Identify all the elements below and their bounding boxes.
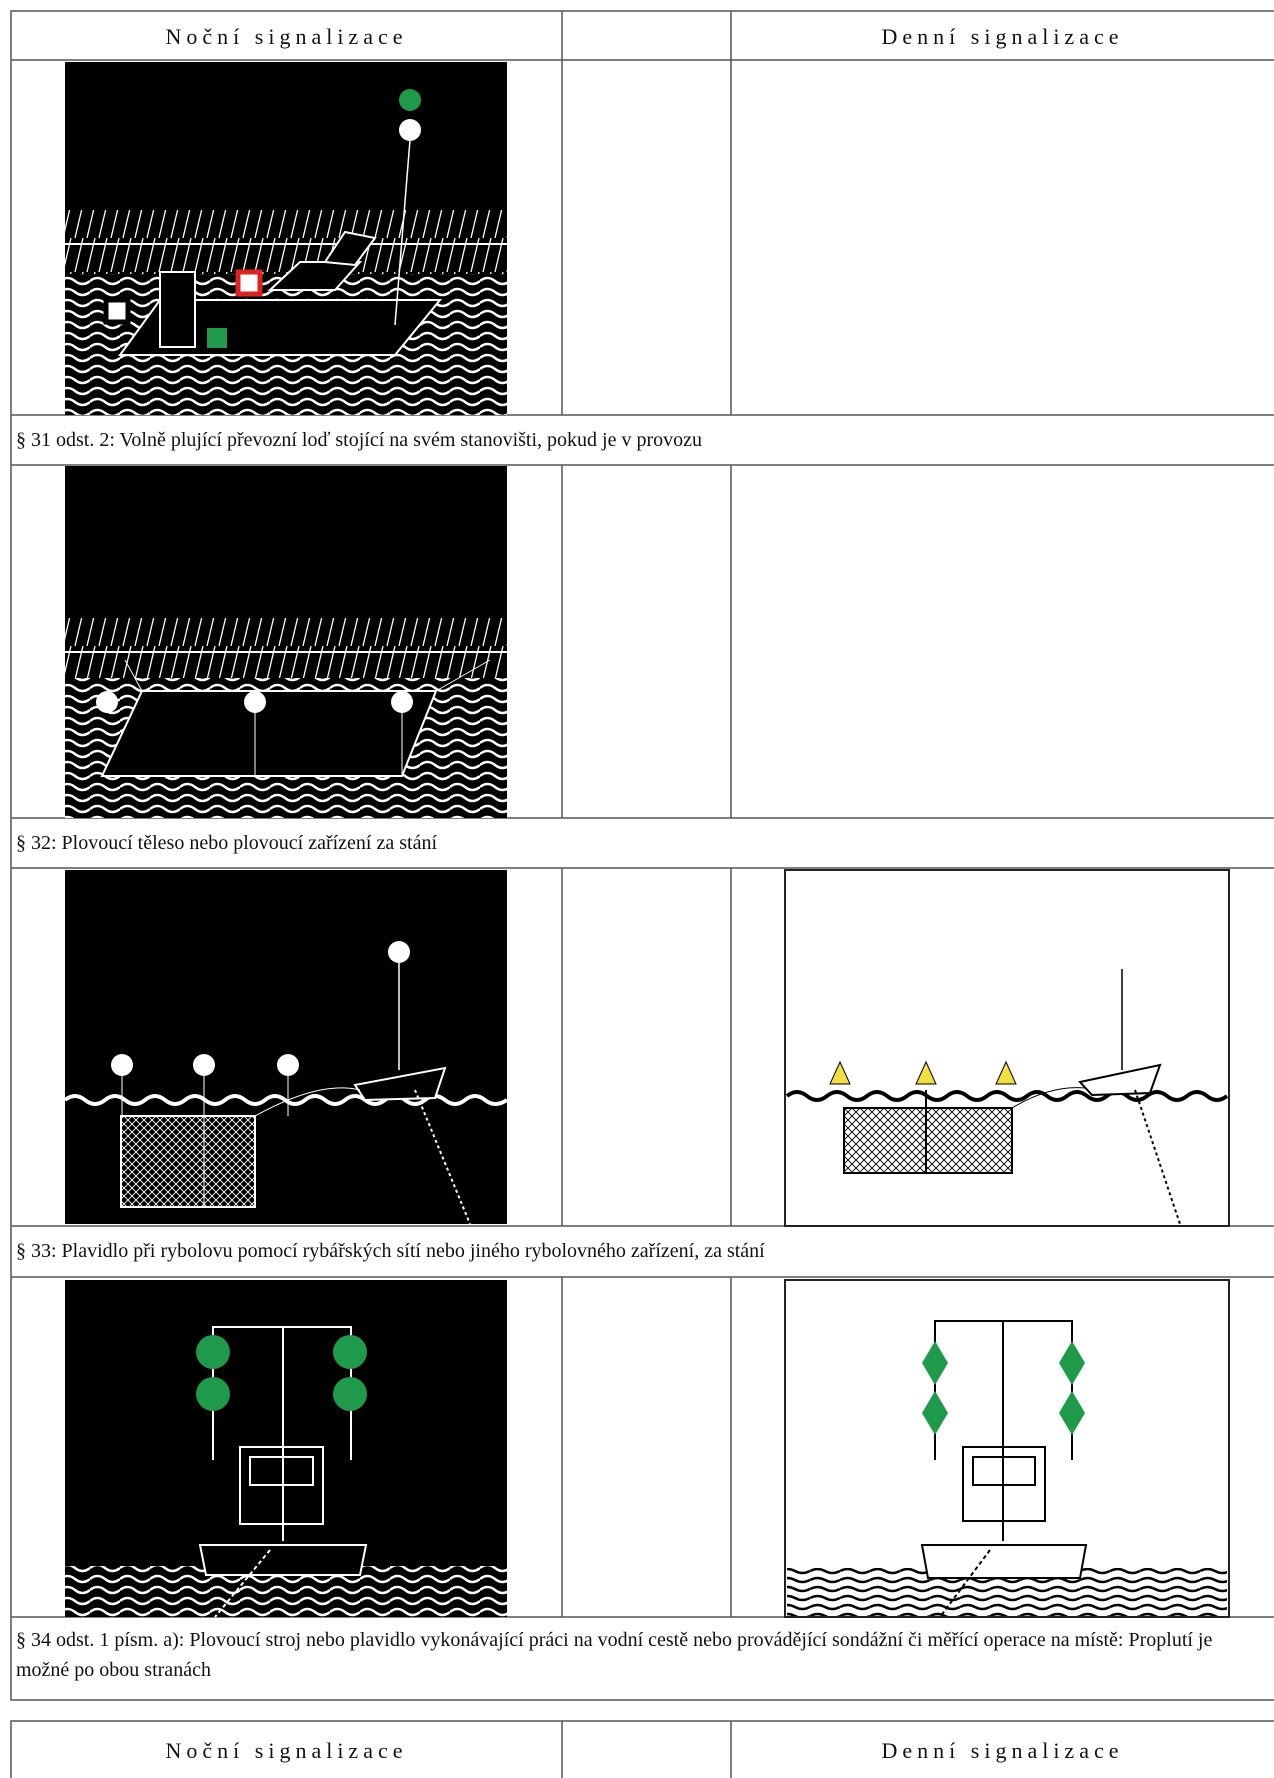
header-day: Denní signalizace <box>881 24 1124 49</box>
night-floating-machine-illustration <box>65 1280 507 1618</box>
day-floating-machine-illustration <box>784 1279 1230 1618</box>
caption: § 32: Plovoucí těleso nebo plovoucí zaří… <box>16 832 437 854</box>
day-fishing-illustration <box>784 869 1230 1227</box>
caption: § 34 odst. 1 písm. a): Plovoucí stroj ne… <box>16 1629 1213 1681</box>
caption: § 31 odst. 2: Volně plující převozní loď… <box>16 429 703 451</box>
night-ferry-illustration <box>65 62 507 415</box>
caption: § 33: Plavidlo při rybolovu pomocí rybář… <box>16 1240 765 1262</box>
header-night: Noční signalizace <box>165 24 408 49</box>
header-day: Denní signalizace <box>881 1738 1124 1763</box>
night-fishing-illustration <box>63 870 509 1225</box>
header-night: Noční signalizace <box>165 1738 408 1763</box>
night-floating-body-illustration <box>65 466 507 818</box>
